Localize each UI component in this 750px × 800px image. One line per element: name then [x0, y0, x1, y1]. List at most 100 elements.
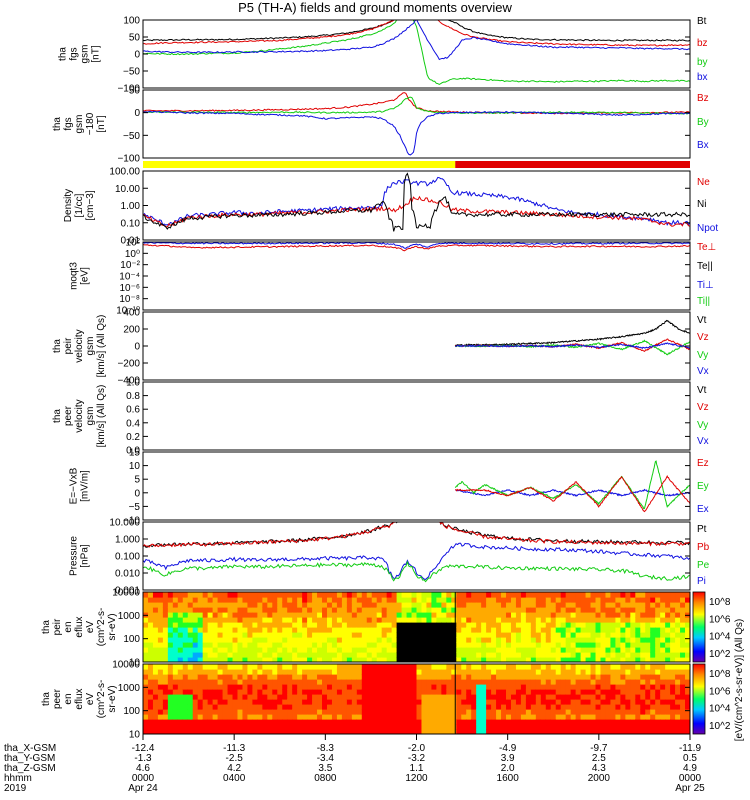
spectrogram-cell [381, 724, 388, 730]
spectrogram-cell [222, 709, 229, 715]
spectrogram-cell [262, 627, 268, 633]
spectrogram-cell [282, 694, 288, 700]
spectrogram-cell [506, 602, 512, 608]
spectrogram-cell [471, 622, 477, 628]
spectrogram-cell [645, 669, 651, 675]
spectrogram-cell [217, 592, 224, 598]
spectrogram-cell [247, 647, 253, 653]
spectrogram-cell [555, 632, 562, 638]
spectrogram-cell [267, 684, 273, 690]
spectrogram-cell [297, 684, 303, 690]
spectrogram-cell [550, 704, 557, 710]
spectrogram-cell [232, 607, 239, 613]
spectrogram-cell [441, 647, 447, 653]
spectrogram-cell [421, 669, 428, 675]
spectrogram-cell [147, 694, 154, 700]
spectrogram-cell [267, 627, 273, 633]
spectrogram-cell [525, 627, 532, 633]
y-axis-label: eflux [74, 616, 85, 637]
spectrogram-cell [326, 647, 333, 653]
spectrogram-cell [143, 612, 149, 618]
spectrogram-cell [685, 664, 690, 670]
spectrogram-cell [590, 632, 597, 638]
time-tick-label: -4.9 [499, 743, 517, 754]
spectrogram-cell [292, 592, 298, 598]
spectrogram-cell [391, 699, 398, 705]
spectrogram-cell [456, 657, 462, 662]
spectrogram-cell [147, 652, 154, 658]
spectrogram-cell [451, 694, 457, 700]
time-tick-label: 0800 [314, 773, 337, 784]
spectrogram-cell [227, 627, 234, 633]
spectrogram-cell [147, 684, 154, 690]
spectrogram-cell [580, 729, 587, 734]
spectrogram-cell [615, 704, 621, 710]
spectrogram-cell [297, 719, 303, 725]
spectrogram-cell [550, 597, 557, 603]
spectrogram-cell [645, 699, 651, 705]
spectrogram-cell [152, 627, 159, 633]
series-Bz [143, 92, 690, 115]
y-axis-label: [nPa] [80, 544, 91, 568]
spectrogram-cell [257, 714, 263, 720]
spectrogram-cell [167, 709, 174, 715]
spectrogram-cell [207, 627, 214, 633]
spectrogram-cell [476, 612, 482, 618]
spectrogram-cell [302, 632, 308, 638]
spectrogram-cell [172, 724, 179, 730]
spectrogram-cell [600, 617, 607, 623]
spectrogram-cell [426, 714, 433, 720]
spectrogram-cell [277, 689, 283, 695]
spectrogram-cell [222, 632, 229, 638]
spectrogram-cell [665, 602, 671, 608]
series-Vt [454, 319, 690, 347]
spectrogram-cell [227, 637, 234, 643]
spectrogram-cell [660, 652, 666, 658]
spectrogram-cell [242, 642, 249, 648]
spectrogram-cell [496, 592, 502, 598]
spectrogram-cell [501, 664, 507, 670]
spectrogram-cell [575, 724, 582, 730]
spectrogram-cell [560, 724, 567, 730]
spectrogram-cell [675, 674, 681, 680]
spectrogram-cell [481, 729, 487, 734]
spectrogram-cell [177, 684, 184, 690]
spectrogram-cell [625, 699, 631, 705]
spectrogram-cell [466, 627, 472, 633]
spectrogram-cell [307, 669, 313, 675]
spectrogram-cell [227, 669, 234, 675]
spectrogram-cell [297, 632, 303, 638]
spectrogram-cell [675, 632, 681, 638]
spectrogram-cell [585, 592, 592, 598]
spectrogram-cell [351, 694, 358, 700]
spectrogram-cell [272, 689, 278, 695]
spectrogram-cell [317, 684, 323, 690]
spectrogram-cell [351, 684, 358, 690]
spectrogram-cell [471, 637, 477, 643]
time-axis: tha_X-GSMtha_Y-GSMtha_Z-GSMhhmm2019-12.4… [4, 734, 705, 794]
series-group-efield [454, 460, 690, 513]
spectrogram-cell [247, 657, 253, 662]
spectrogram-cell [496, 602, 502, 608]
spectrogram-cell [227, 632, 234, 638]
spectrogram-cell [590, 652, 597, 658]
spectrogram-cell [491, 674, 497, 680]
spectrogram-cell [257, 642, 263, 648]
spectrogram-cell [595, 612, 602, 618]
y-axis-label: [cm−3] [85, 190, 96, 221]
spectrogram-cell [630, 652, 636, 658]
spectrogram-cell [331, 617, 338, 623]
spectrogram-cell [496, 689, 502, 695]
spectrogram-cell [600, 607, 607, 613]
spectrogram-cell [446, 699, 452, 705]
spectrogram-cell [565, 724, 572, 730]
spectrogram-cell [147, 592, 154, 598]
spectrogram-cell [570, 602, 577, 608]
spectrogram-cell [680, 669, 686, 675]
spectrogram-cell [326, 714, 333, 720]
spectrogram-cell [555, 597, 562, 603]
spectrogram-cell [565, 617, 572, 623]
spectrogram-cell [267, 602, 273, 608]
spectrogram-cell [167, 607, 174, 613]
spectrogram-cell [590, 709, 597, 715]
